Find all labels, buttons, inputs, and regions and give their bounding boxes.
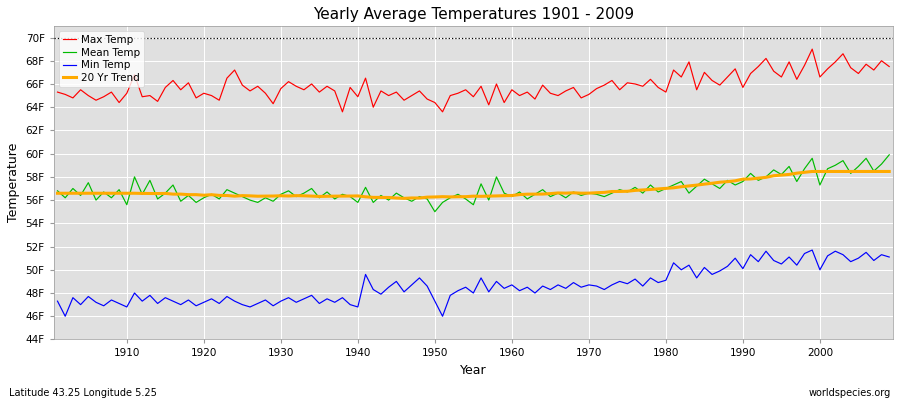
Max Temp bbox=[884, 64, 895, 69]
Legend: Max Temp, Mean Temp, Min Temp, 20 Yr Trend: Max Temp, Mean Temp, Min Temp, 20 Yr Tre… bbox=[58, 31, 144, 87]
Max Temp bbox=[113, 100, 124, 105]
20 Yr Trend bbox=[399, 196, 410, 201]
Title: Yearly Average Temperatures 1901 - 2009: Yearly Average Temperatures 1901 - 2009 bbox=[313, 7, 634, 22]
Mean Temp bbox=[884, 152, 895, 157]
Max Temp bbox=[514, 93, 525, 98]
Min Temp bbox=[122, 304, 132, 309]
Mean Temp bbox=[429, 209, 440, 214]
Min Temp bbox=[337, 295, 347, 300]
Line: Max Temp: Max Temp bbox=[58, 49, 889, 112]
Line: Mean Temp: Mean Temp bbox=[58, 155, 889, 212]
Line: Min Temp: Min Temp bbox=[58, 250, 889, 316]
20 Yr Trend bbox=[514, 192, 525, 197]
Mean Temp bbox=[113, 187, 124, 192]
Max Temp bbox=[806, 47, 817, 52]
Mean Temp bbox=[514, 190, 525, 194]
20 Yr Trend bbox=[884, 169, 895, 174]
Text: worldspecies.org: worldspecies.org bbox=[809, 388, 891, 398]
Max Temp bbox=[284, 79, 294, 84]
Y-axis label: Temperature: Temperature bbox=[7, 143, 20, 222]
Min Temp bbox=[806, 248, 817, 252]
Min Temp bbox=[507, 282, 517, 287]
X-axis label: Year: Year bbox=[460, 364, 487, 377]
Min Temp bbox=[607, 282, 617, 287]
20 Yr Trend bbox=[329, 194, 340, 198]
Line: 20 Yr Trend: 20 Yr Trend bbox=[58, 172, 889, 198]
Text: Latitude 43.25 Longitude 5.25: Latitude 43.25 Longitude 5.25 bbox=[9, 388, 157, 398]
20 Yr Trend bbox=[806, 169, 817, 174]
Max Temp bbox=[337, 110, 347, 114]
Max Temp bbox=[52, 90, 63, 94]
Max Temp bbox=[329, 88, 340, 93]
Min Temp bbox=[514, 288, 525, 293]
20 Yr Trend bbox=[113, 191, 124, 196]
Min Temp bbox=[59, 314, 70, 319]
Max Temp bbox=[607, 78, 617, 83]
Max Temp bbox=[507, 87, 517, 92]
20 Yr Trend bbox=[607, 189, 617, 194]
Mean Temp bbox=[607, 191, 617, 196]
Mean Temp bbox=[507, 194, 517, 199]
Min Temp bbox=[291, 300, 302, 305]
Mean Temp bbox=[329, 196, 340, 201]
Min Temp bbox=[884, 255, 895, 260]
20 Yr Trend bbox=[507, 193, 517, 198]
Mean Temp bbox=[284, 188, 294, 193]
20 Yr Trend bbox=[52, 191, 63, 196]
20 Yr Trend bbox=[284, 194, 294, 198]
Min Temp bbox=[52, 299, 63, 304]
Mean Temp bbox=[52, 188, 63, 193]
